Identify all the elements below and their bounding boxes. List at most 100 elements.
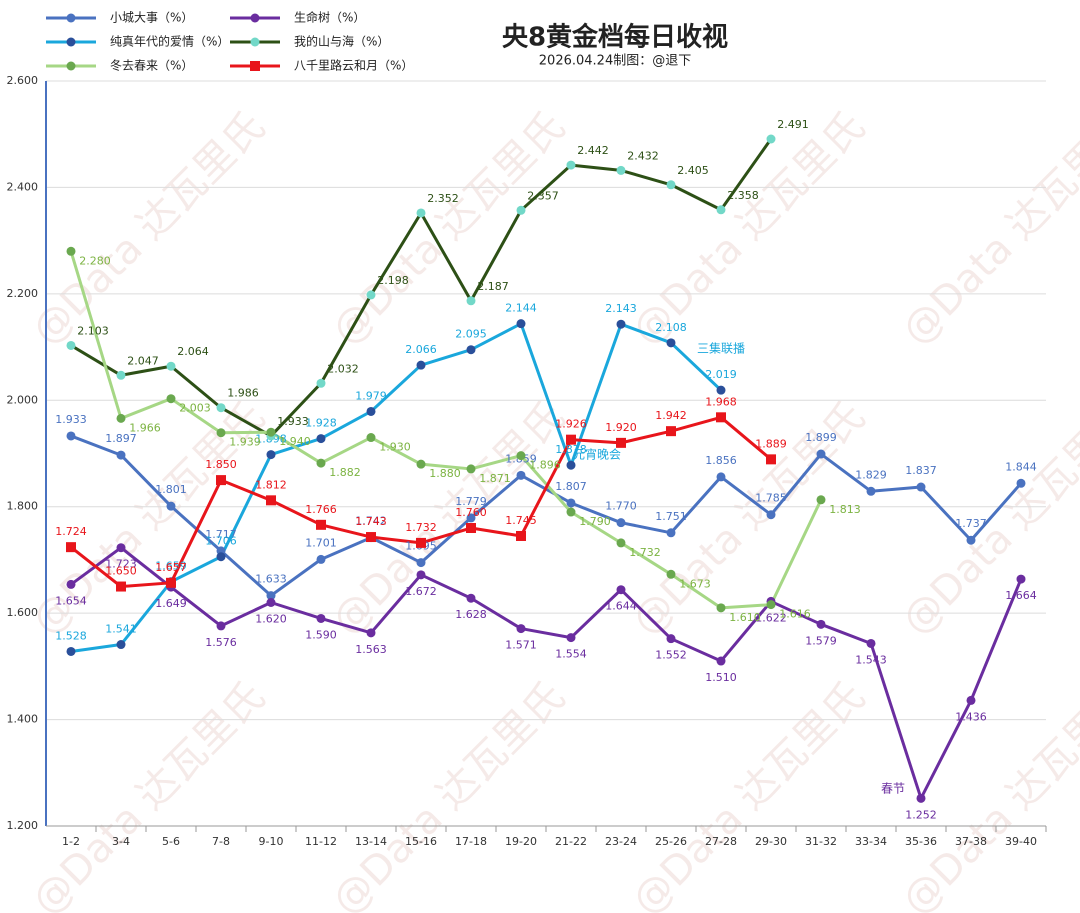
data-point (566, 633, 576, 643)
data-point (366, 433, 376, 443)
data-point (66, 646, 76, 656)
legend-label: 八千里路云和月（%） (294, 58, 413, 73)
data-label: 1.812 (255, 478, 287, 491)
data-label: 1.856 (705, 454, 737, 467)
data-point (366, 290, 376, 300)
data-point (516, 470, 526, 480)
data-point (466, 464, 476, 474)
data-label: 1.620 (255, 613, 287, 626)
x-tick-label: 31-32 (805, 835, 837, 848)
data-label: 1.510 (705, 671, 737, 684)
data-point (216, 621, 226, 631)
data-point (816, 495, 826, 505)
data-label: 1.732 (629, 546, 661, 559)
data-point (716, 205, 726, 215)
data-label: 1.657 (155, 561, 187, 574)
data-label: 2.432 (627, 149, 659, 162)
data-label: 1.979 (355, 389, 387, 402)
data-label: 1.896 (529, 459, 561, 472)
legend-marker (66, 37, 76, 47)
data-label: 1.850 (205, 458, 237, 471)
data-point (816, 619, 826, 629)
x-tick-label: 29-30 (755, 835, 787, 848)
data-point (416, 360, 426, 370)
data-point (66, 542, 76, 553)
data-label: 1.790 (579, 515, 611, 528)
watermark: @Data 达瓦里氏 (893, 673, 1080, 913)
watermark: @Data 达瓦里氏 (23, 103, 273, 353)
data-label: 1.766 (305, 503, 337, 516)
data-label: 1.920 (605, 421, 637, 434)
x-tick-label: 3-4 (112, 835, 130, 848)
data-point (216, 403, 226, 413)
data-point (716, 385, 726, 395)
data-label: 1.779 (455, 495, 487, 508)
data-label: 1.633 (255, 573, 287, 586)
data-label: 2.019 (705, 368, 737, 381)
watermarks: @Data 达瓦里氏 @Data 达瓦里氏 @Data 达瓦里氏 @Data 达瓦里氏… (23, 103, 1080, 913)
data-label: 1.616 (779, 608, 811, 621)
data-point (616, 437, 626, 448)
data-label: 1.628 (455, 608, 487, 621)
data-label: 1.939 (229, 436, 261, 449)
data-point (416, 208, 426, 218)
data-label: 1.880 (429, 467, 461, 480)
data-label: 2.047 (127, 354, 159, 367)
data-label: 2.405 (677, 164, 709, 177)
data-label: 1.436 (955, 710, 987, 723)
data-point (766, 510, 776, 520)
data-point (216, 552, 226, 562)
y-tick-label: 1.400 (7, 713, 39, 726)
data-label: 1.928 (305, 417, 337, 430)
watermark: @Data 达瓦里氏 (23, 673, 273, 913)
data-point (66, 246, 76, 256)
data-point (416, 537, 426, 548)
data-label: 1.930 (379, 441, 411, 454)
watermark: @Data 达瓦里氏 (623, 103, 873, 353)
data-label: 1.706 (205, 535, 237, 548)
data-label: 1.770 (605, 500, 637, 513)
data-label: 1.590 (305, 628, 337, 641)
data-label: 1.760 (455, 506, 487, 519)
data-point (116, 413, 126, 423)
data-point (766, 454, 776, 465)
data-label: 1.723 (105, 558, 137, 571)
data-label: 1.871 (479, 472, 511, 485)
data-point (916, 793, 926, 803)
legend-marker (250, 13, 260, 23)
y-tick-label: 1.200 (7, 819, 39, 832)
data-label: 2.352 (427, 192, 459, 205)
data-label: 2.066 (405, 343, 437, 356)
legend-label: 纯真年代的爱情（%） (110, 34, 229, 49)
x-tick-label: 1-2 (62, 835, 80, 848)
data-label: 1.942 (655, 409, 687, 422)
data-label: 1.933 (55, 413, 87, 426)
data-label: 1.673 (679, 577, 711, 590)
data-point (216, 428, 226, 438)
data-label: 1.743 (355, 515, 387, 528)
data-point (66, 579, 76, 589)
data-label: 1.664 (1005, 589, 1037, 602)
data-label: 1.717 (205, 528, 237, 541)
data-point (666, 528, 676, 538)
data-label: 2.357 (527, 189, 559, 202)
data-label: 1.940 (279, 435, 311, 448)
data-point (416, 570, 426, 580)
data-point (116, 640, 126, 650)
data-label: 1.701 (305, 536, 337, 549)
chart-title: 央8黄金档每日收视 (502, 22, 728, 53)
legend-marker (250, 61, 260, 71)
data-label: 1.966 (129, 421, 161, 434)
data-point (466, 345, 476, 355)
annotation: 三集联播 (697, 341, 745, 356)
data-point (316, 434, 326, 444)
data-label: 1.552 (655, 649, 687, 662)
x-tick-label: 21-22 (555, 835, 587, 848)
data-label: 2.003 (179, 402, 211, 415)
data-point (166, 577, 176, 588)
data-label: 1.554 (555, 648, 587, 661)
data-point (516, 451, 526, 461)
x-tick-label: 15-16 (405, 835, 437, 848)
data-point (666, 569, 676, 579)
data-label: 1.724 (55, 525, 87, 538)
